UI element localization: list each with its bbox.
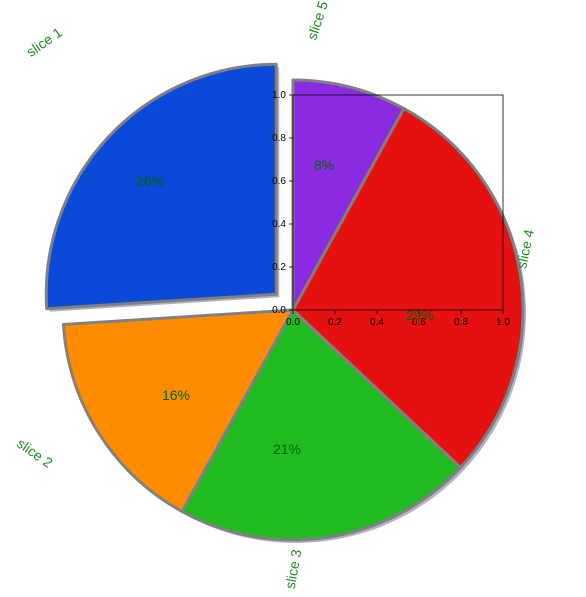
pie-chart: 0.00.20.40.60.81.00.00.20.40.60.81.026%1… [0,0,586,592]
xtick-label: 0.0 [286,317,300,328]
chart-svg: 0.00.20.40.60.81.00.00.20.40.60.81.026%1… [0,0,586,592]
ytick-label: 0.2 [272,262,286,273]
xtick-label: 0.2 [328,317,342,328]
ytick-label: 0.0 [272,305,286,316]
xtick-label: 1.0 [496,317,510,328]
pct-label-2: 16% [162,387,190,403]
ytick-label: 0.4 [272,219,286,230]
pct-label-1: 26% [136,173,164,189]
pct-label-3: 21% [273,441,301,457]
ytick-label: 1.0 [272,90,286,101]
ytick-label: 0.8 [272,133,286,144]
pct-label-5: 8% [314,157,334,173]
xtick-label: 0.4 [370,317,384,328]
xtick-label: 0.8 [454,317,468,328]
pct-label-4: 29% [406,307,434,323]
ytick-label: 0.6 [272,176,286,187]
